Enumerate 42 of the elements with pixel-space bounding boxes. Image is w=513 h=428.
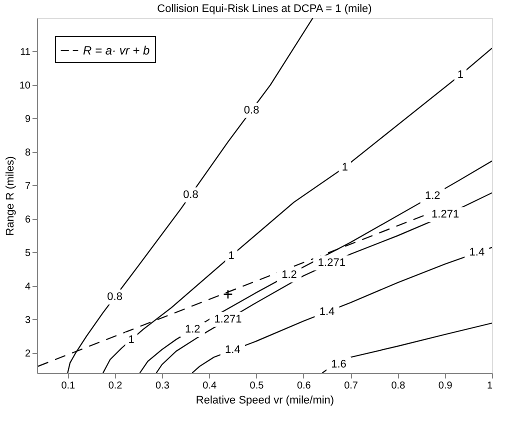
y-tick-label: 6 [24, 214, 31, 226]
y-tick-label: 10 [19, 80, 31, 92]
annotation: 1.2 [424, 190, 440, 202]
annotation: 1.2 [184, 323, 200, 336]
annotation: 1.6 [331, 358, 346, 370]
y-tick-label: 7 [24, 180, 31, 192]
y-axis-title: Range R (miles) [4, 156, 16, 236]
annotation: 1.2 [282, 268, 297, 281]
annotation: 0.8 [244, 104, 260, 116]
y-tick-label: 11 [20, 46, 31, 58]
x-tick-label: 0.7 [344, 380, 358, 392]
annotation: 1.271 [214, 313, 242, 326]
annotation: 1 [128, 334, 134, 346]
x-tick-label: 1 [486, 380, 493, 392]
x-tick-label: 0.6 [296, 380, 312, 392]
legend-label: R = a· vr + b [83, 44, 150, 58]
annotation: 1.4 [469, 246, 485, 258]
x-tick-label: 0.5 [250, 380, 264, 392]
x-tick-label: 0.2 [108, 380, 123, 392]
y-tick-label: 3 [24, 314, 31, 326]
y-tick-label: 5 [24, 248, 31, 259]
x-tick-label: 0.4 [202, 380, 217, 392]
x-tick-label: 0.8 [391, 380, 406, 392]
annotation: 1 [457, 68, 464, 81]
y-tick-label: 4 [24, 281, 31, 292]
annotation: 1.271 [318, 256, 346, 269]
y-tick-label: 8 [24, 147, 31, 158]
annotation: 0.8 [107, 290, 122, 303]
annotation: 0.8 [183, 188, 198, 201]
x-axis-title: Relative Speed vr (mile/min) [196, 394, 334, 406]
annotation: 1 [342, 162, 348, 174]
annotation: 1 [228, 250, 234, 262]
x-tick-label: 0.1 [61, 380, 76, 392]
annotation: 1.4 [225, 344, 240, 356]
y-tick-label: 9 [24, 114, 31, 125]
x-tick-label: 0.9 [438, 380, 453, 392]
line-series [156, 192, 492, 373]
annotation: 1.4 [319, 306, 335, 318]
x-tick-label: 0.3 [155, 380, 170, 392]
y-tick-label: 2 [24, 348, 31, 360]
chart-title: Collision Equi-Risk Lines at DCPA = 1 (mile) [157, 3, 372, 15]
point [223, 289, 233, 300]
